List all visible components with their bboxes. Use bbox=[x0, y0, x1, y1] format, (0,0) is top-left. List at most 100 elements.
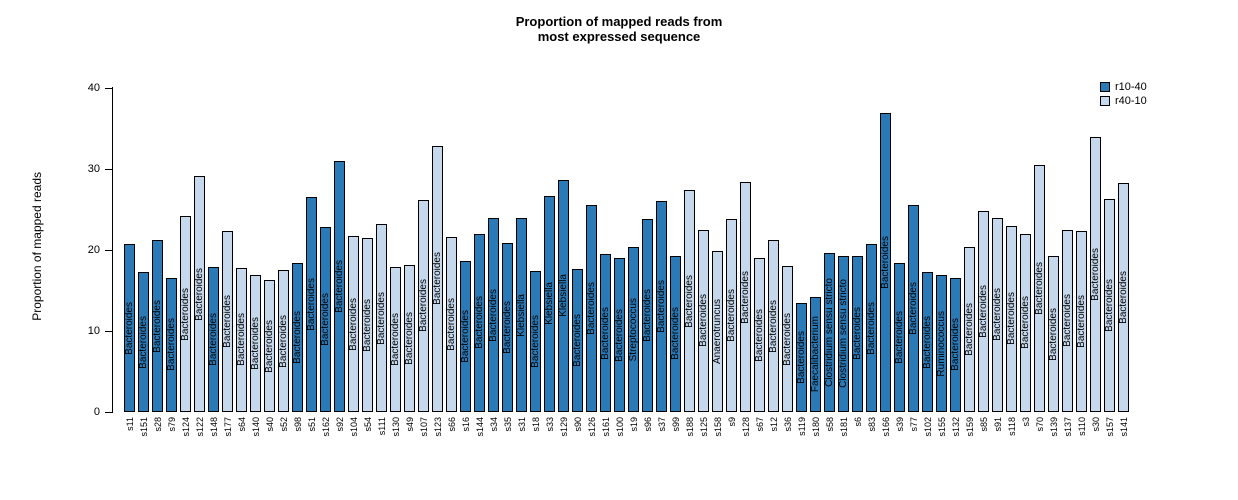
bar-genus-label: Bacteroides bbox=[642, 289, 653, 342]
bar-s18: Bacteroides bbox=[530, 271, 541, 412]
bar-genus-label: Anaerotruncus bbox=[712, 298, 723, 364]
bar-genus-label: Bacteroides bbox=[1118, 270, 1129, 324]
bar-s83: Bacteroides bbox=[866, 244, 877, 412]
bar-s158: Anaerotruncus bbox=[712, 250, 723, 412]
legend-label: r10-40 bbox=[1115, 81, 1147, 93]
bar-genus-label: Bacteroides bbox=[656, 280, 667, 334]
x-axis-label: s188 bbox=[684, 417, 695, 437]
bar-genus-label: Bacteroides bbox=[908, 282, 919, 336]
x-axis-label: s102 bbox=[922, 417, 933, 437]
bar-genus-label: Bacteroides bbox=[992, 288, 1003, 342]
bar-genus-label: Bacteroides bbox=[250, 317, 261, 370]
bar-s137: Bacteroides bbox=[1062, 229, 1073, 412]
bar-genus-label: Bacteroides bbox=[124, 301, 135, 355]
bar-s33: Klebsiella bbox=[544, 195, 555, 412]
bar-s77: Bacteroides bbox=[908, 205, 919, 412]
bar-genus-label: Bacteroides bbox=[222, 295, 233, 349]
x-axis-label: s34 bbox=[488, 417, 499, 432]
bar-s141: Bacteroides bbox=[1118, 182, 1129, 412]
bar-genus-label: Bacteroides bbox=[922, 315, 933, 369]
x-axis-label: s157 bbox=[1104, 417, 1115, 437]
bar-genus-label: Bacteroides bbox=[614, 308, 625, 362]
bar-s28: Bacteroides bbox=[152, 240, 163, 412]
bar-s52: Bacteroides bbox=[278, 270, 289, 412]
bar-s9: Bacteroides bbox=[726, 219, 737, 412]
bar-s129: Klebsiella bbox=[558, 179, 569, 412]
x-axis-label: s52 bbox=[278, 417, 289, 432]
chart-title: Proportion of mapped reads from most exp… bbox=[0, 14, 1238, 44]
bar-genus-label: Bacteroides bbox=[866, 301, 877, 355]
bar-genus-label: Bacteroides bbox=[1062, 294, 1073, 348]
x-axis-label: s137 bbox=[1062, 417, 1073, 437]
bar-genus-label: Bacteroides bbox=[684, 274, 695, 328]
x-axis-label: s16 bbox=[460, 417, 471, 432]
x-axis-label: s36 bbox=[782, 417, 793, 432]
x-axis-label: s141 bbox=[1118, 417, 1129, 437]
x-axis-label: s91 bbox=[992, 417, 1003, 432]
bar-s85: Bacteroides bbox=[978, 211, 989, 412]
bar-genus-label: Bacteroides bbox=[432, 252, 443, 306]
chart-title-line2: most expressed sequence bbox=[537, 29, 701, 44]
x-axis-label: s159 bbox=[964, 417, 975, 437]
bar-s35: Bacteroides bbox=[502, 242, 513, 412]
bar-genus-label: Bacteroides bbox=[278, 314, 289, 368]
bar-genus-label: Bacteroides bbox=[1104, 279, 1115, 332]
legend-label: r40-10 bbox=[1115, 95, 1147, 107]
bar-s30: Bacteroides bbox=[1090, 136, 1101, 412]
bar-s122: Bacteroides bbox=[194, 176, 205, 412]
bar-s110: Bacteroides bbox=[1076, 231, 1087, 412]
x-axis-label: s54 bbox=[362, 417, 373, 432]
bar-s188: Bacteroides bbox=[684, 190, 695, 412]
bar-genus-label: Bacteroides bbox=[1006, 292, 1017, 346]
bar-genus-label: Bacteroides bbox=[796, 331, 807, 385]
x-axis-label: s161 bbox=[600, 417, 611, 437]
x-axis-label: s181 bbox=[838, 417, 849, 437]
chart-title-line1: Proportion of mapped reads from bbox=[515, 14, 723, 29]
x-axis-label: s148 bbox=[208, 417, 219, 437]
bar-genus-label: Faecalibacterium bbox=[810, 316, 821, 393]
x-axis-label: s6 bbox=[852, 417, 863, 427]
x-axis-label: s64 bbox=[236, 417, 247, 432]
bar-s177: Bacteroides bbox=[222, 231, 233, 412]
bar-s70: Bacteroides bbox=[1034, 164, 1045, 412]
x-axis-label: s3 bbox=[1020, 417, 1031, 427]
bar-genus-label: Bacteroides bbox=[670, 307, 681, 361]
x-axis-label: s12 bbox=[768, 417, 779, 432]
bar-genus-label: Bacteroides bbox=[768, 299, 779, 353]
bar-s39: Bacteroides bbox=[894, 262, 905, 412]
bar-genus-label: Bacteroides bbox=[852, 307, 863, 361]
y-tick bbox=[105, 88, 112, 89]
y-tick bbox=[105, 412, 112, 413]
bar-genus-label: Bacteroides bbox=[418, 279, 429, 333]
x-axis-label: s132 bbox=[950, 417, 961, 437]
bar-genus-label: Bacteroides bbox=[320, 292, 331, 346]
bar-genus-label: Bacteroides bbox=[390, 313, 401, 366]
y-tick-label: 0 bbox=[93, 406, 100, 418]
bar-s126: Bacteroides bbox=[586, 205, 597, 412]
x-axis-label: s111 bbox=[376, 417, 387, 436]
bar-genus-label: Bacteroides bbox=[880, 236, 891, 289]
bar-s104: Bacteroides bbox=[348, 236, 359, 412]
x-axis-label: s126 bbox=[586, 417, 597, 437]
x-axis-label: s162 bbox=[320, 417, 331, 437]
legend: r10-40 r40-10 bbox=[1100, 80, 1147, 108]
x-axis-label: s19 bbox=[628, 417, 639, 432]
x-axis-label: s166 bbox=[880, 417, 891, 437]
bar-genus-label: Bacteroides bbox=[978, 285, 989, 338]
x-axis-label: s128 bbox=[740, 417, 751, 437]
bar-genus-label: Bacteroides bbox=[376, 291, 387, 345]
bar-genus-label: Bacteroides bbox=[1090, 247, 1101, 301]
bar-s36: Bacteroides bbox=[782, 266, 793, 412]
y-tick-label: 30 bbox=[87, 163, 100, 175]
x-axis-label: s155 bbox=[936, 417, 947, 437]
y-tick-label: 20 bbox=[87, 244, 100, 256]
bar-s6: Bacteroides bbox=[852, 255, 863, 412]
x-axis-label: s107 bbox=[418, 417, 429, 437]
y-tick-label: 40 bbox=[87, 82, 100, 94]
x-axis-label: s30 bbox=[1090, 417, 1101, 432]
y-tick-label: 10 bbox=[87, 325, 100, 337]
bar-s98: Bacteroides bbox=[292, 262, 303, 412]
x-axis-label: s151 bbox=[138, 417, 149, 437]
x-axis-label: s119 bbox=[796, 417, 807, 436]
